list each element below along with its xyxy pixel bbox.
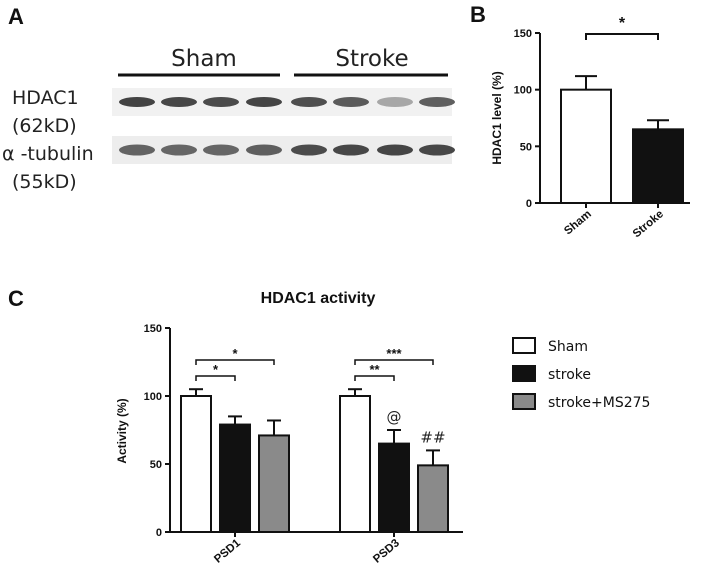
- chart-b-ytick-label: 150: [514, 28, 532, 40]
- chart-b: 0 50 100 150 Sham Stroke *: [514, 15, 690, 240]
- chart-c-bar: [258, 434, 290, 533]
- blot-band-row1-lane2: [203, 144, 239, 156]
- panel-c: C HDAC1 activity Activity (%) 0 50 100 150 P…: [8, 286, 650, 566]
- blot-label-tubulin: α -tubulin: [2, 143, 94, 165]
- blot-label-hdac1: HDAC1: [12, 87, 79, 109]
- chart-b-category-label: Stroke: [631, 208, 666, 240]
- legend-label-sham: Sham: [548, 339, 588, 355]
- chart-c-sig-label: **: [369, 362, 380, 377]
- blot-band-row0-lane3: [246, 97, 282, 107]
- panel-b: B HDAC1 level (%) 0 50 100 150 Sham Stroke *: [470, 2, 690, 240]
- chart-b-bar: [560, 88, 612, 204]
- legend-label-stroke: stroke: [548, 367, 591, 383]
- chart-c-bar: [417, 464, 449, 533]
- chart-c-title: HDAC1 activity: [261, 290, 376, 307]
- blot-group-stroke: Stroke: [335, 46, 408, 72]
- panel-a: A Sham Stroke HDAC1 (62kD) α -tubulin (5…: [2, 4, 455, 193]
- panel-a-letter: A: [8, 4, 24, 29]
- chart-b-ytick-label: 100: [514, 85, 532, 97]
- blot-band-row0-lane0: [119, 97, 155, 107]
- blot-band-row1-lane7: [419, 144, 455, 156]
- chart-c-sig-bracket: [354, 375, 395, 381]
- chart-c-sig-bracket: [195, 375, 236, 381]
- blot-band-row0-lane2: [203, 97, 239, 107]
- chart-c-legend: Sham stroke stroke+MS275: [512, 337, 650, 411]
- panel-b-letter: B: [470, 2, 486, 27]
- chart-c-sig-label: *: [232, 346, 238, 361]
- blot-band-row1-lane6: [377, 144, 413, 156]
- chart-c-ytick-label: 50: [150, 459, 162, 471]
- chart-c-sig-label: *: [213, 362, 219, 377]
- blot-band-row0-lane6: [377, 97, 413, 107]
- legend-swatch-stroke-ms275: [512, 393, 536, 410]
- chart-c-sig-label: ***: [386, 346, 402, 361]
- chart-c-bar: [180, 395, 212, 533]
- chart-c-bar: [378, 442, 410, 534]
- chart-c-ytick-label: 150: [144, 323, 162, 335]
- blot-band-row0-lane4: [291, 97, 327, 107]
- chart-c-sig-bracket: [354, 359, 434, 365]
- legend-swatch-stroke: [512, 365, 536, 382]
- chart-c-ylabel: Activity (%): [115, 398, 129, 463]
- chart-b-ytick-label: 50: [520, 141, 532, 153]
- blot-band-row0-lane5: [333, 97, 369, 107]
- chart-c-sig-bracket: [195, 359, 275, 365]
- chart-b-sig-label: *: [619, 15, 626, 32]
- blot-group-sham: Sham: [171, 46, 237, 72]
- chart-b-sig-bracket: [585, 33, 659, 40]
- chart-b-bar: [632, 128, 684, 204]
- blot-band-row1-lane5: [333, 144, 369, 156]
- blot-band-row1-lane1: [161, 144, 197, 156]
- blot-band-row0-lane7: [419, 97, 455, 107]
- chart-c-bar: [219, 423, 251, 533]
- blot-label-tubulin-kd: (55kD): [12, 171, 77, 193]
- chart-b-category-label: Sham: [562, 208, 594, 237]
- chart-b-ytick-label: 0: [526, 198, 532, 210]
- chart-c-category-label: PSD3: [371, 537, 402, 566]
- chart-c-bar-marker: ##: [420, 428, 445, 446]
- chart-c-category-label: PSD1: [212, 537, 243, 566]
- blot-bands: [119, 97, 455, 156]
- chart-c-bar: [339, 395, 371, 533]
- blot-band-row1-lane3: [246, 144, 282, 156]
- panel-c-letter: C: [8, 286, 24, 311]
- blot-label-hdac1-kd: (62kD): [12, 115, 77, 137]
- chart-c-bar-marker: @: [387, 408, 402, 426]
- chart-b-ylabel: HDAC1 level (%): [490, 71, 504, 164]
- blot-band-row1-lane4: [291, 144, 327, 156]
- blot-band-row0-lane1: [161, 97, 197, 107]
- legend-label-stroke-ms275: stroke+MS275: [548, 395, 650, 411]
- chart-c-ytick-label: 0: [156, 527, 162, 539]
- blot-band-row1-lane0: [119, 144, 155, 156]
- legend-swatch-sham: [512, 337, 536, 354]
- chart-c-ytick-label: 100: [144, 391, 162, 403]
